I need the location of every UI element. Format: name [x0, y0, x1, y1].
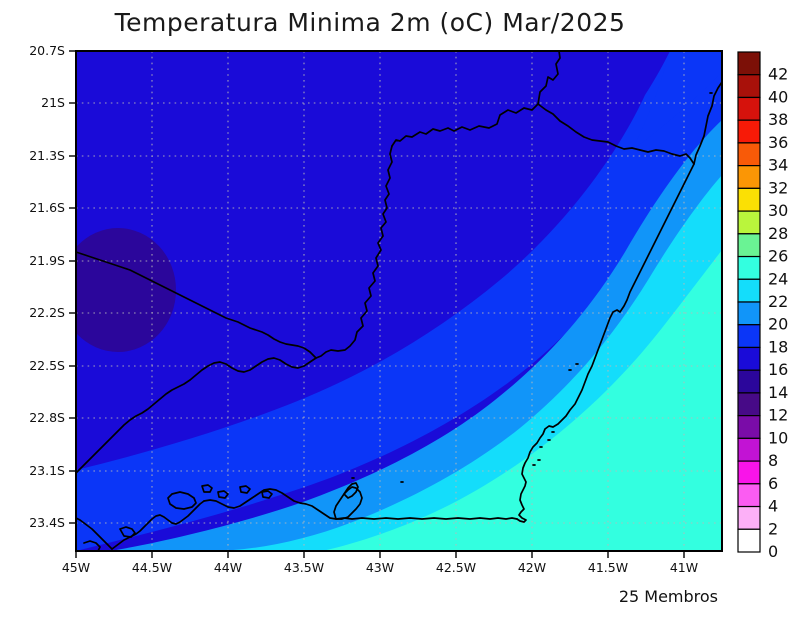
y-tick-label: 22.8S — [29, 410, 65, 425]
colorbar-tick-label: 32 — [768, 178, 788, 197]
colorbar-tick-label: 22 — [768, 292, 788, 311]
colorbar-tick-label: 12 — [768, 406, 788, 425]
colorbar-tick-label: 20 — [768, 315, 788, 334]
colorbar-swatch — [737, 142, 761, 167]
x-tick-label: 41W — [670, 560, 698, 575]
colorbar-swatch — [737, 369, 761, 394]
colorbar-swatch — [737, 255, 761, 280]
colorbar-swatch — [737, 460, 761, 485]
colorbar-swatch — [737, 119, 761, 144]
colorbar-swatch — [737, 324, 761, 349]
colorbar-swatch — [737, 278, 761, 303]
colorbar-tick-label: 4 — [768, 497, 778, 516]
colorbar-swatch — [737, 165, 761, 189]
colorbar-tick-label: 26 — [768, 247, 788, 266]
colorbar-swatch — [737, 74, 761, 99]
colorbar-tick-label: 34 — [768, 156, 788, 175]
contour-band-14-16 — [76, 228, 176, 352]
map-panel: 20.7S 21S 21.3S 21.6S 21.9S 22.2S 22.5S … — [29, 43, 723, 575]
x-tick-label: 41.5W — [588, 560, 628, 575]
x-tick-label: 42W — [518, 560, 546, 575]
colorbar-swatch — [737, 528, 761, 553]
colorbar-swatch — [737, 346, 761, 371]
gridlines — [76, 51, 722, 551]
colorbar-tick-label: 40 — [768, 87, 788, 106]
colorbar-swatch — [737, 51, 761, 76]
colorbar-swatch — [737, 392, 761, 417]
y-tick-label: 23.1S — [29, 463, 65, 478]
colorbar-swatch — [737, 96, 761, 121]
y-tick-label: 21.9S — [29, 253, 65, 268]
x-tick-label: 43W — [366, 560, 394, 575]
colorbar-tick-label: 10 — [768, 428, 788, 447]
coastline — [76, 51, 722, 551]
contour-band-18-20 — [76, 51, 722, 551]
colorbar-tick-label: 42 — [768, 65, 788, 84]
y-tick-label: 22.5S — [29, 358, 65, 373]
colorbar-swatch — [737, 233, 761, 258]
plot-frame — [75, 50, 723, 552]
y-tick-label: 21S — [41, 95, 65, 110]
y-tick-label: 23.4S — [29, 515, 65, 530]
x-tick-label: 43.5W — [284, 560, 324, 575]
y-axis — [69, 50, 76, 524]
colorbar-tick-label: 18 — [768, 337, 788, 356]
colorbar-tick-label: 24 — [768, 269, 788, 288]
colorbar-tick-label: 0 — [768, 542, 778, 561]
x-tick-label: 44W — [214, 560, 242, 575]
chart-title: Temperatura Minima 2m (oC) Mar/2025 — [114, 8, 626, 37]
colorbar-tick-label: 38 — [768, 110, 788, 129]
colorbar-swatch — [737, 301, 761, 326]
colorbar-tick-label: 8 — [768, 451, 778, 470]
x-tick-labels: 45W 44.5W 44W 43.5W 43W 42.5W 42W 41.5W … — [62, 560, 698, 575]
y-tick-label: 22.2S — [29, 305, 65, 320]
x-tick-label: 44.5W — [132, 560, 172, 575]
x-tick-label: 42.5W — [436, 560, 476, 575]
colorbar-swatch — [737, 187, 761, 212]
colorbar-tick-label: 28 — [768, 224, 788, 243]
x-axis — [75, 551, 685, 558]
contour-band-18-20-lobe — [632, 51, 722, 150]
contour-band-24-26 — [322, 250, 722, 551]
colorbar-swatch — [737, 437, 761, 462]
y-tick-label: 20.7S — [29, 43, 65, 58]
y-tick-labels: 20.7S 21S 21.3S 21.6S 21.9S 22.2S 22.5S … — [29, 43, 65, 530]
members-caption: 25 Membros — [618, 587, 718, 606]
colorbar-tick-label: 6 — [768, 474, 778, 493]
colorbar-swatch — [737, 210, 761, 235]
colorbar-tick-label: 16 — [768, 360, 788, 379]
colorbar-tick-label: 14 — [768, 383, 788, 402]
colorbar-swatch — [737, 505, 761, 530]
colorbar-tick-label: 2 — [768, 519, 778, 538]
colorbar-tick-label: 36 — [768, 133, 788, 152]
colorbar-swatch — [737, 415, 761, 439]
y-tick-label: 21.3S — [29, 148, 65, 163]
y-tick-label: 21.6S — [29, 200, 65, 215]
x-tick-label: 45W — [62, 560, 90, 575]
colorbar-tick-label: 30 — [768, 201, 788, 220]
colorbar-swatch — [737, 483, 761, 508]
